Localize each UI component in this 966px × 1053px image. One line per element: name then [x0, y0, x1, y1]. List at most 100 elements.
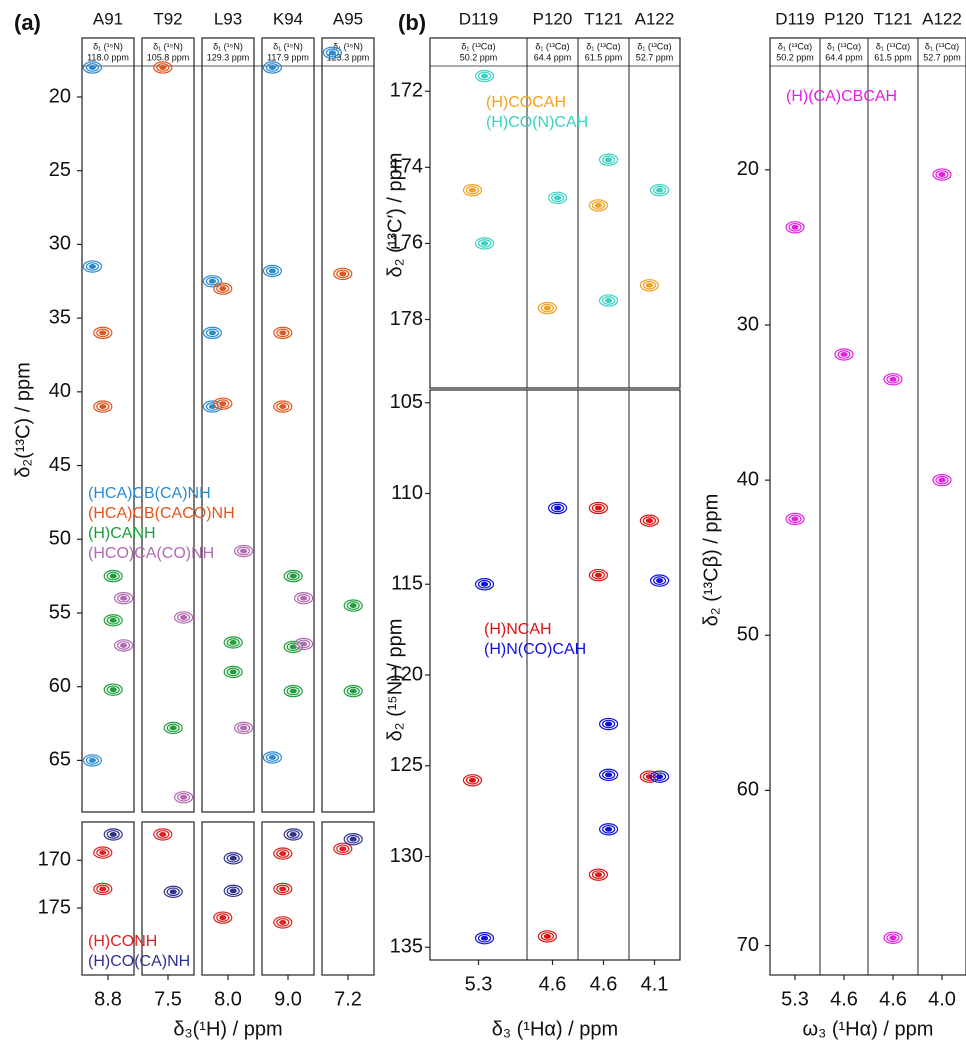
y-tick-label: 50	[737, 624, 759, 646]
x-tick-label: 4.6	[830, 988, 858, 1010]
peak-contour	[480, 240, 489, 246]
peak	[639, 514, 660, 527]
peak	[343, 599, 363, 612]
x-tick-label: 8.0	[214, 988, 242, 1010]
peak-contour	[213, 911, 233, 924]
peak-contour	[642, 280, 657, 290]
peak-contour	[474, 932, 495, 945]
peak-contour	[652, 185, 667, 195]
peak-contour	[226, 638, 240, 647]
peak-contour	[153, 61, 173, 74]
peak-contour	[262, 751, 282, 764]
peak	[547, 191, 568, 204]
peak	[103, 569, 123, 583]
peak-contour	[223, 852, 243, 865]
peak-contour	[276, 918, 290, 927]
strip-header-nucleus: δ₁ (¹³Cα)	[461, 41, 495, 51]
peak	[283, 828, 303, 841]
peak	[202, 275, 222, 288]
peak-contour	[474, 237, 495, 250]
peak	[883, 931, 903, 944]
peak-contour	[834, 348, 854, 361]
y-axis-title: δ₂ (¹³C′) / ppm	[384, 153, 406, 278]
peak	[537, 930, 558, 943]
strip-header-nucleus: δ₁ (¹⁵N)	[153, 41, 183, 51]
legend-entry: (H)COCAH	[486, 94, 566, 111]
peak	[113, 592, 134, 605]
panel-frame	[429, 37, 681, 389]
strip-header-shift: 117.9 ppm	[267, 52, 309, 62]
strip-label: T121	[874, 9, 913, 28]
peak	[333, 842, 353, 855]
peak	[93, 400, 113, 413]
strip-label: A91	[93, 9, 123, 28]
peak-contour	[276, 402, 290, 411]
strip-label: T92	[153, 9, 182, 28]
strip-header-shift: 129.3 ppm	[207, 52, 250, 62]
peak-contour	[223, 665, 243, 679]
legend-entry: (H)CONH	[88, 933, 157, 950]
peak-contour	[88, 757, 97, 763]
x-tick-label: 4.6	[879, 988, 907, 1010]
peak-contour	[262, 264, 282, 278]
peak-contour	[286, 571, 300, 581]
peak-contour	[333, 267, 353, 281]
peak-contour	[156, 830, 170, 839]
peak-contour	[116, 641, 131, 650]
y-tick-label: 110	[391, 482, 423, 504]
peak-contour	[216, 399, 230, 408]
peak-contour	[219, 401, 227, 407]
peak-contour	[325, 48, 339, 58]
strip-header-shift: 64.4 ppm	[825, 52, 863, 62]
peak-contour	[85, 262, 100, 271]
peak	[82, 61, 103, 74]
peak	[262, 61, 282, 74]
peak-contour	[598, 768, 619, 782]
peak-contour	[99, 850, 107, 856]
peak-contour	[598, 294, 619, 307]
peak	[202, 326, 222, 340]
strip-header-nucleus: δ₁ (¹³Cα)	[586, 41, 620, 51]
strip-header-nucleus: δ₁ (¹⁵N)	[93, 41, 123, 51]
x-tick-label: 4.0	[928, 988, 956, 1010]
strip-frame	[201, 37, 255, 813]
peak	[273, 326, 293, 340]
peak-contour	[265, 266, 279, 276]
strip-header-nucleus: δ₁ (¹³Cα)	[925, 41, 959, 51]
peak-contour	[103, 683, 123, 696]
peak	[333, 267, 353, 281]
peak-contour	[883, 931, 903, 944]
peak-contour	[889, 376, 897, 382]
peak-contour	[99, 886, 107, 892]
peak-contour	[474, 578, 495, 591]
strip-frame	[321, 37, 375, 813]
peak-contour	[289, 831, 297, 837]
peak	[213, 911, 233, 924]
y-tick-label: 55	[49, 601, 71, 623]
peak-contour	[300, 641, 308, 647]
legend-entry: (H)CO(CA)NH	[88, 953, 190, 970]
peak-contour	[604, 721, 613, 727]
peak-contour	[594, 202, 603, 208]
y-tick-label: 20	[737, 158, 759, 180]
strip-header-nucleus: δ₁ (¹⁵N)	[333, 41, 363, 51]
peak-contour	[935, 475, 949, 485]
peak-contour	[598, 153, 619, 166]
peak	[103, 828, 123, 841]
peak-contour	[346, 686, 360, 696]
peak-contour	[328, 50, 336, 56]
peak-contour	[655, 578, 664, 584]
peak-contour	[276, 328, 290, 338]
peak	[598, 768, 619, 782]
peak-contour	[202, 326, 222, 340]
peak-contour	[649, 183, 670, 197]
peak-contour	[601, 770, 616, 780]
peak-contour	[477, 239, 492, 248]
peak-contour	[553, 505, 562, 511]
peak-contour	[791, 516, 799, 522]
peak-contour	[96, 884, 110, 894]
peak-contour	[336, 269, 350, 279]
y-tick-label: 125	[390, 754, 423, 776]
peak-contour	[229, 639, 237, 645]
